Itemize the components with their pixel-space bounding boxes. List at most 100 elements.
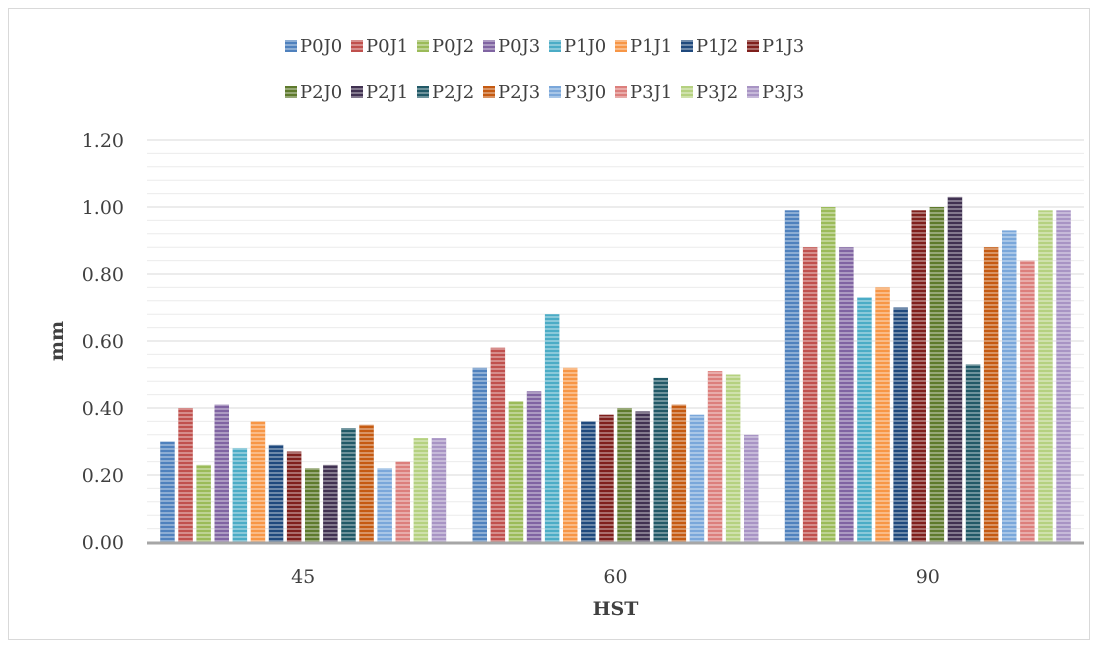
gridlines [147, 139, 1084, 530]
bar-stripe-overlay [526, 391, 542, 543]
bar-stripe-overlay [544, 314, 560, 542]
legend-swatch-stripes [681, 86, 693, 98]
bar-stripe-overlay [1020, 260, 1035, 542]
bar-stripe-overlay [689, 414, 705, 542]
legend-label: P2J3 [498, 82, 540, 103]
bar-stripe-overlay [875, 287, 890, 542]
bar-stripe-overlay [744, 434, 759, 542]
bar-stripe-overlay [431, 438, 447, 542]
bar-stripe-overlay [490, 347, 506, 542]
legend-swatch-stripes [549, 86, 561, 98]
legend-label: P2J2 [432, 82, 474, 103]
bar-stripe-overlay [947, 196, 963, 542]
legend-swatch-stripes [549, 40, 561, 52]
y-tick-label: 1.00 [82, 197, 124, 219]
legend-item-P1J0: P1J0 [549, 36, 606, 57]
legend-label: P0J1 [366, 36, 408, 57]
legend-swatch-stripes [285, 40, 297, 52]
bar-stripe-overlay [286, 451, 302, 542]
bar-stripe-overlay [250, 421, 266, 542]
legend-label: P0J0 [300, 36, 342, 57]
legend-label: P2J1 [366, 82, 408, 103]
legend-label: P3J3 [762, 82, 804, 103]
bar-stripe-overlay [839, 247, 854, 542]
y-tick-label: 0.00 [82, 532, 124, 554]
legend-item-P2J0: P2J0 [285, 82, 342, 103]
legend-label: P1J1 [630, 36, 672, 57]
legend-item-P3J1: P3J1 [615, 82, 672, 103]
legend-item-P0J0: P0J0 [285, 36, 342, 57]
bar-stripe-overlay [377, 468, 392, 542]
bar-stripe-overlay [178, 408, 193, 542]
x-axis-ticks: 45 60 90 [291, 566, 940, 588]
legend-swatch-stripes [351, 40, 363, 52]
legend-item-P1J1: P1J1 [615, 36, 672, 57]
bar-stripe-overlay [305, 468, 320, 542]
bar-stripe-overlay [508, 401, 524, 542]
bars [160, 196, 1071, 543]
legend-label: P0J2 [432, 36, 474, 57]
legend-label: P3J1 [630, 82, 672, 103]
legend-item-P2J3: P2J3 [483, 82, 540, 103]
legend-label: P3J2 [696, 82, 738, 103]
bar-stripe-overlay [784, 210, 800, 543]
legend-label: P1J3 [762, 36, 804, 57]
legend-swatch-stripes [417, 40, 429, 52]
bar-stripe-overlay [395, 461, 410, 542]
legend-swatch-stripes [417, 86, 429, 98]
legend-label: P3J0 [564, 82, 606, 103]
bar-stripe-overlay [1002, 230, 1017, 542]
bar-stripe-overlay [617, 408, 632, 542]
legend-swatch-stripes [747, 86, 759, 98]
bar-stripe-overlay [472, 367, 487, 542]
bar-stripe-overlay [581, 421, 596, 542]
bar-stripe-overlay [323, 464, 338, 542]
bar-stripe-overlay [268, 444, 284, 542]
legend-item-P2J1: P2J1 [351, 82, 408, 103]
legend-swatch-stripes [681, 40, 693, 52]
bar-stripe-overlay [341, 428, 356, 542]
bar-stripe-overlay [671, 404, 687, 542]
legend-swatch-stripes [483, 40, 495, 52]
bar-stripe-overlay [929, 207, 945, 542]
bar-stripe-overlay [707, 371, 723, 542]
bar-stripe-overlay [359, 424, 374, 543]
bar-stripe-overlay [599, 414, 614, 542]
bar-stripe-overlay [563, 367, 578, 542]
legend-item-P1J3: P1J3 [747, 36, 804, 57]
bar-stripe-overlay [196, 464, 211, 542]
legend-item-P1J2: P1J2 [681, 36, 738, 57]
y-tick-label: 1.20 [82, 130, 124, 152]
y-tick-label: 0.40 [82, 398, 124, 420]
legend-swatch-stripes [615, 40, 627, 52]
legend-swatch-stripes [351, 86, 363, 98]
x-tick-label: 90 [916, 566, 940, 588]
legend-item-P3J2: P3J2 [681, 82, 738, 103]
bar-stripe-overlay [232, 448, 248, 542]
x-tick-label: 45 [291, 566, 315, 588]
bar-stripe-overlay [821, 207, 836, 542]
bar-stripe-overlay [653, 377, 668, 542]
legend-label: P1J0 [564, 36, 606, 57]
bar-stripe-overlay [802, 247, 818, 542]
legend-swatch-stripes [483, 86, 495, 98]
legend-item-P0J1: P0J1 [351, 36, 408, 57]
legend-label: P0J3 [498, 36, 540, 57]
y-tick-label: 0.80 [82, 264, 124, 286]
x-tick-label: 60 [603, 566, 627, 588]
legend-item-P2J2: P2J2 [417, 82, 474, 103]
bar-stripe-overlay [983, 247, 999, 542]
legend-label: P2J0 [300, 82, 342, 103]
legend-label: P1J2 [696, 36, 738, 57]
legend-swatch-stripes [285, 86, 297, 98]
y-tick-label: 0.20 [82, 465, 124, 487]
y-tick-label: 0.60 [82, 331, 124, 353]
legend-item-P0J3: P0J3 [483, 36, 540, 57]
bar-stripe-overlay [725, 374, 741, 542]
bar-stripe-overlay [911, 210, 926, 543]
y-axis-ticks: 0.00 0.20 0.40 0.60 0.80 1.00 1.20 [82, 130, 124, 554]
legend: P0J0 P0J1 P0J2 P0J3 P1J0 P1J1 P1J2 P1J3 P2J0 P2J1… [285, 36, 804, 103]
y-axis-title: mm [46, 321, 68, 361]
bar-stripe-overlay [160, 441, 175, 542]
